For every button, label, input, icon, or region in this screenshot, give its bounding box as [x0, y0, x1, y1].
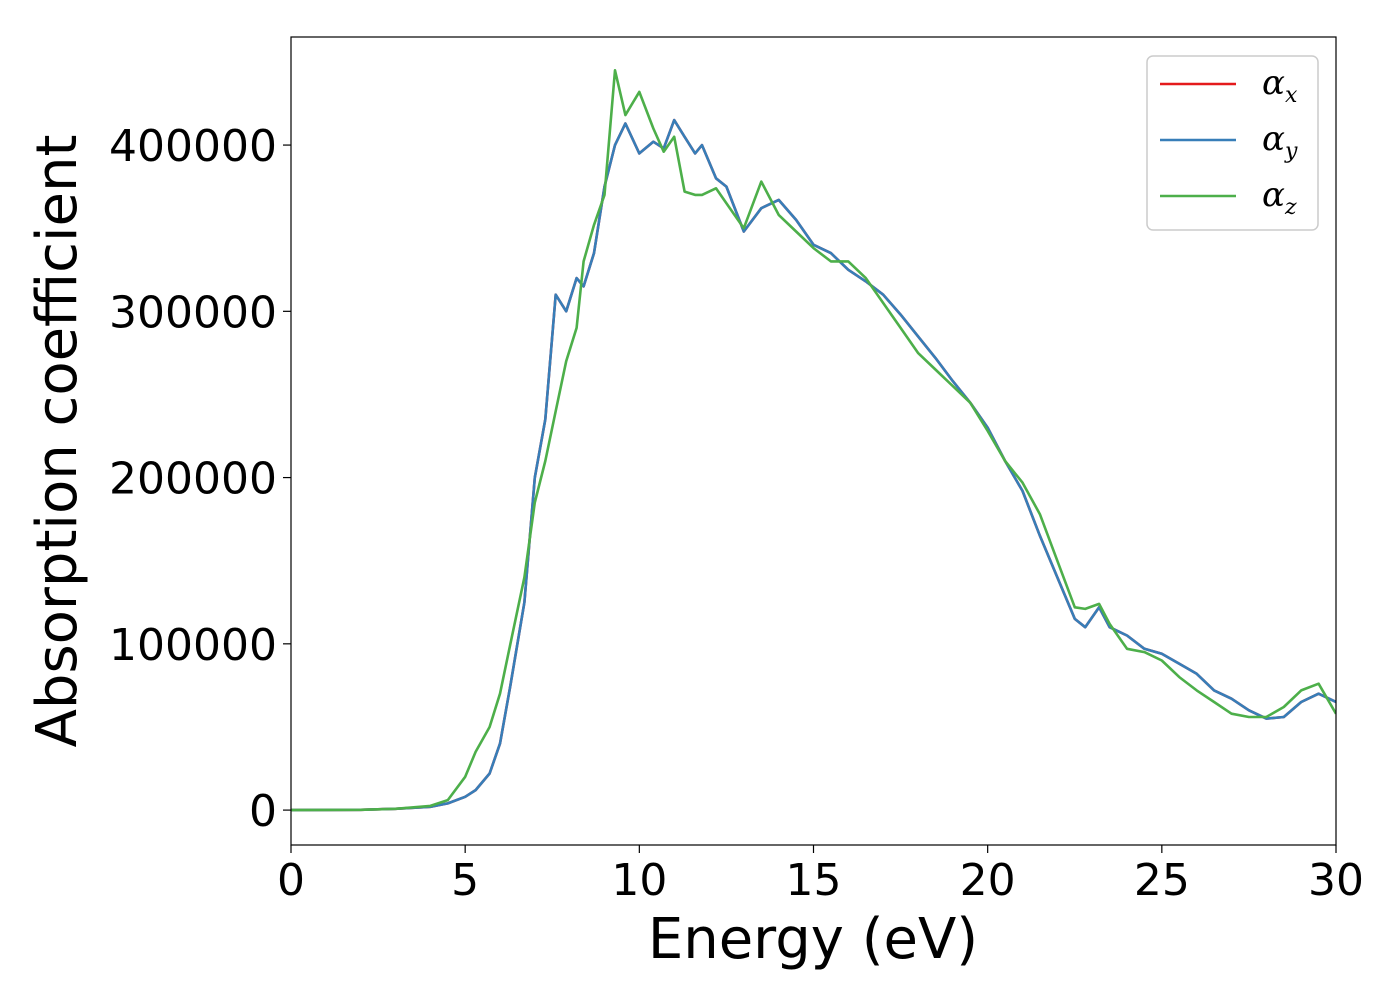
y-tick-label: 0 — [249, 786, 277, 837]
y-tick-label: 300000 — [109, 287, 277, 338]
x-tick-label: 10 — [611, 855, 667, 906]
y-tick-label: 400000 — [109, 121, 277, 172]
legend-label-x: αx — [1262, 63, 1298, 108]
y-tick-label: 200000 — [109, 454, 277, 505]
y-axis-label: Absorption coefficient — [25, 135, 90, 748]
legend: αx αy αz — [1146, 55, 1319, 231]
legend-label-z: αz — [1262, 175, 1297, 220]
legend-label-y: αy — [1262, 119, 1298, 164]
x-axis: 0 5 10 15 20 25 30 — [277, 845, 1364, 906]
x-tick-label: 25 — [1134, 855, 1190, 906]
series-line-z — [291, 69, 1336, 812]
y-axis: 0 100000 200000 300000 400000 — [109, 121, 291, 837]
x-tick-label: 5 — [451, 855, 479, 906]
x-tick-label: 30 — [1308, 855, 1364, 906]
x-tick-label: 20 — [960, 855, 1016, 906]
x-tick-label: 0 — [277, 855, 305, 906]
series-layer — [291, 69, 1336, 812]
y-tick-label: 100000 — [109, 620, 277, 671]
legend-box — [1146, 55, 1319, 231]
series-line-y — [291, 118, 1336, 812]
x-tick-label: 15 — [786, 855, 842, 906]
x-axis-label: Energy (eV) — [648, 907, 978, 972]
